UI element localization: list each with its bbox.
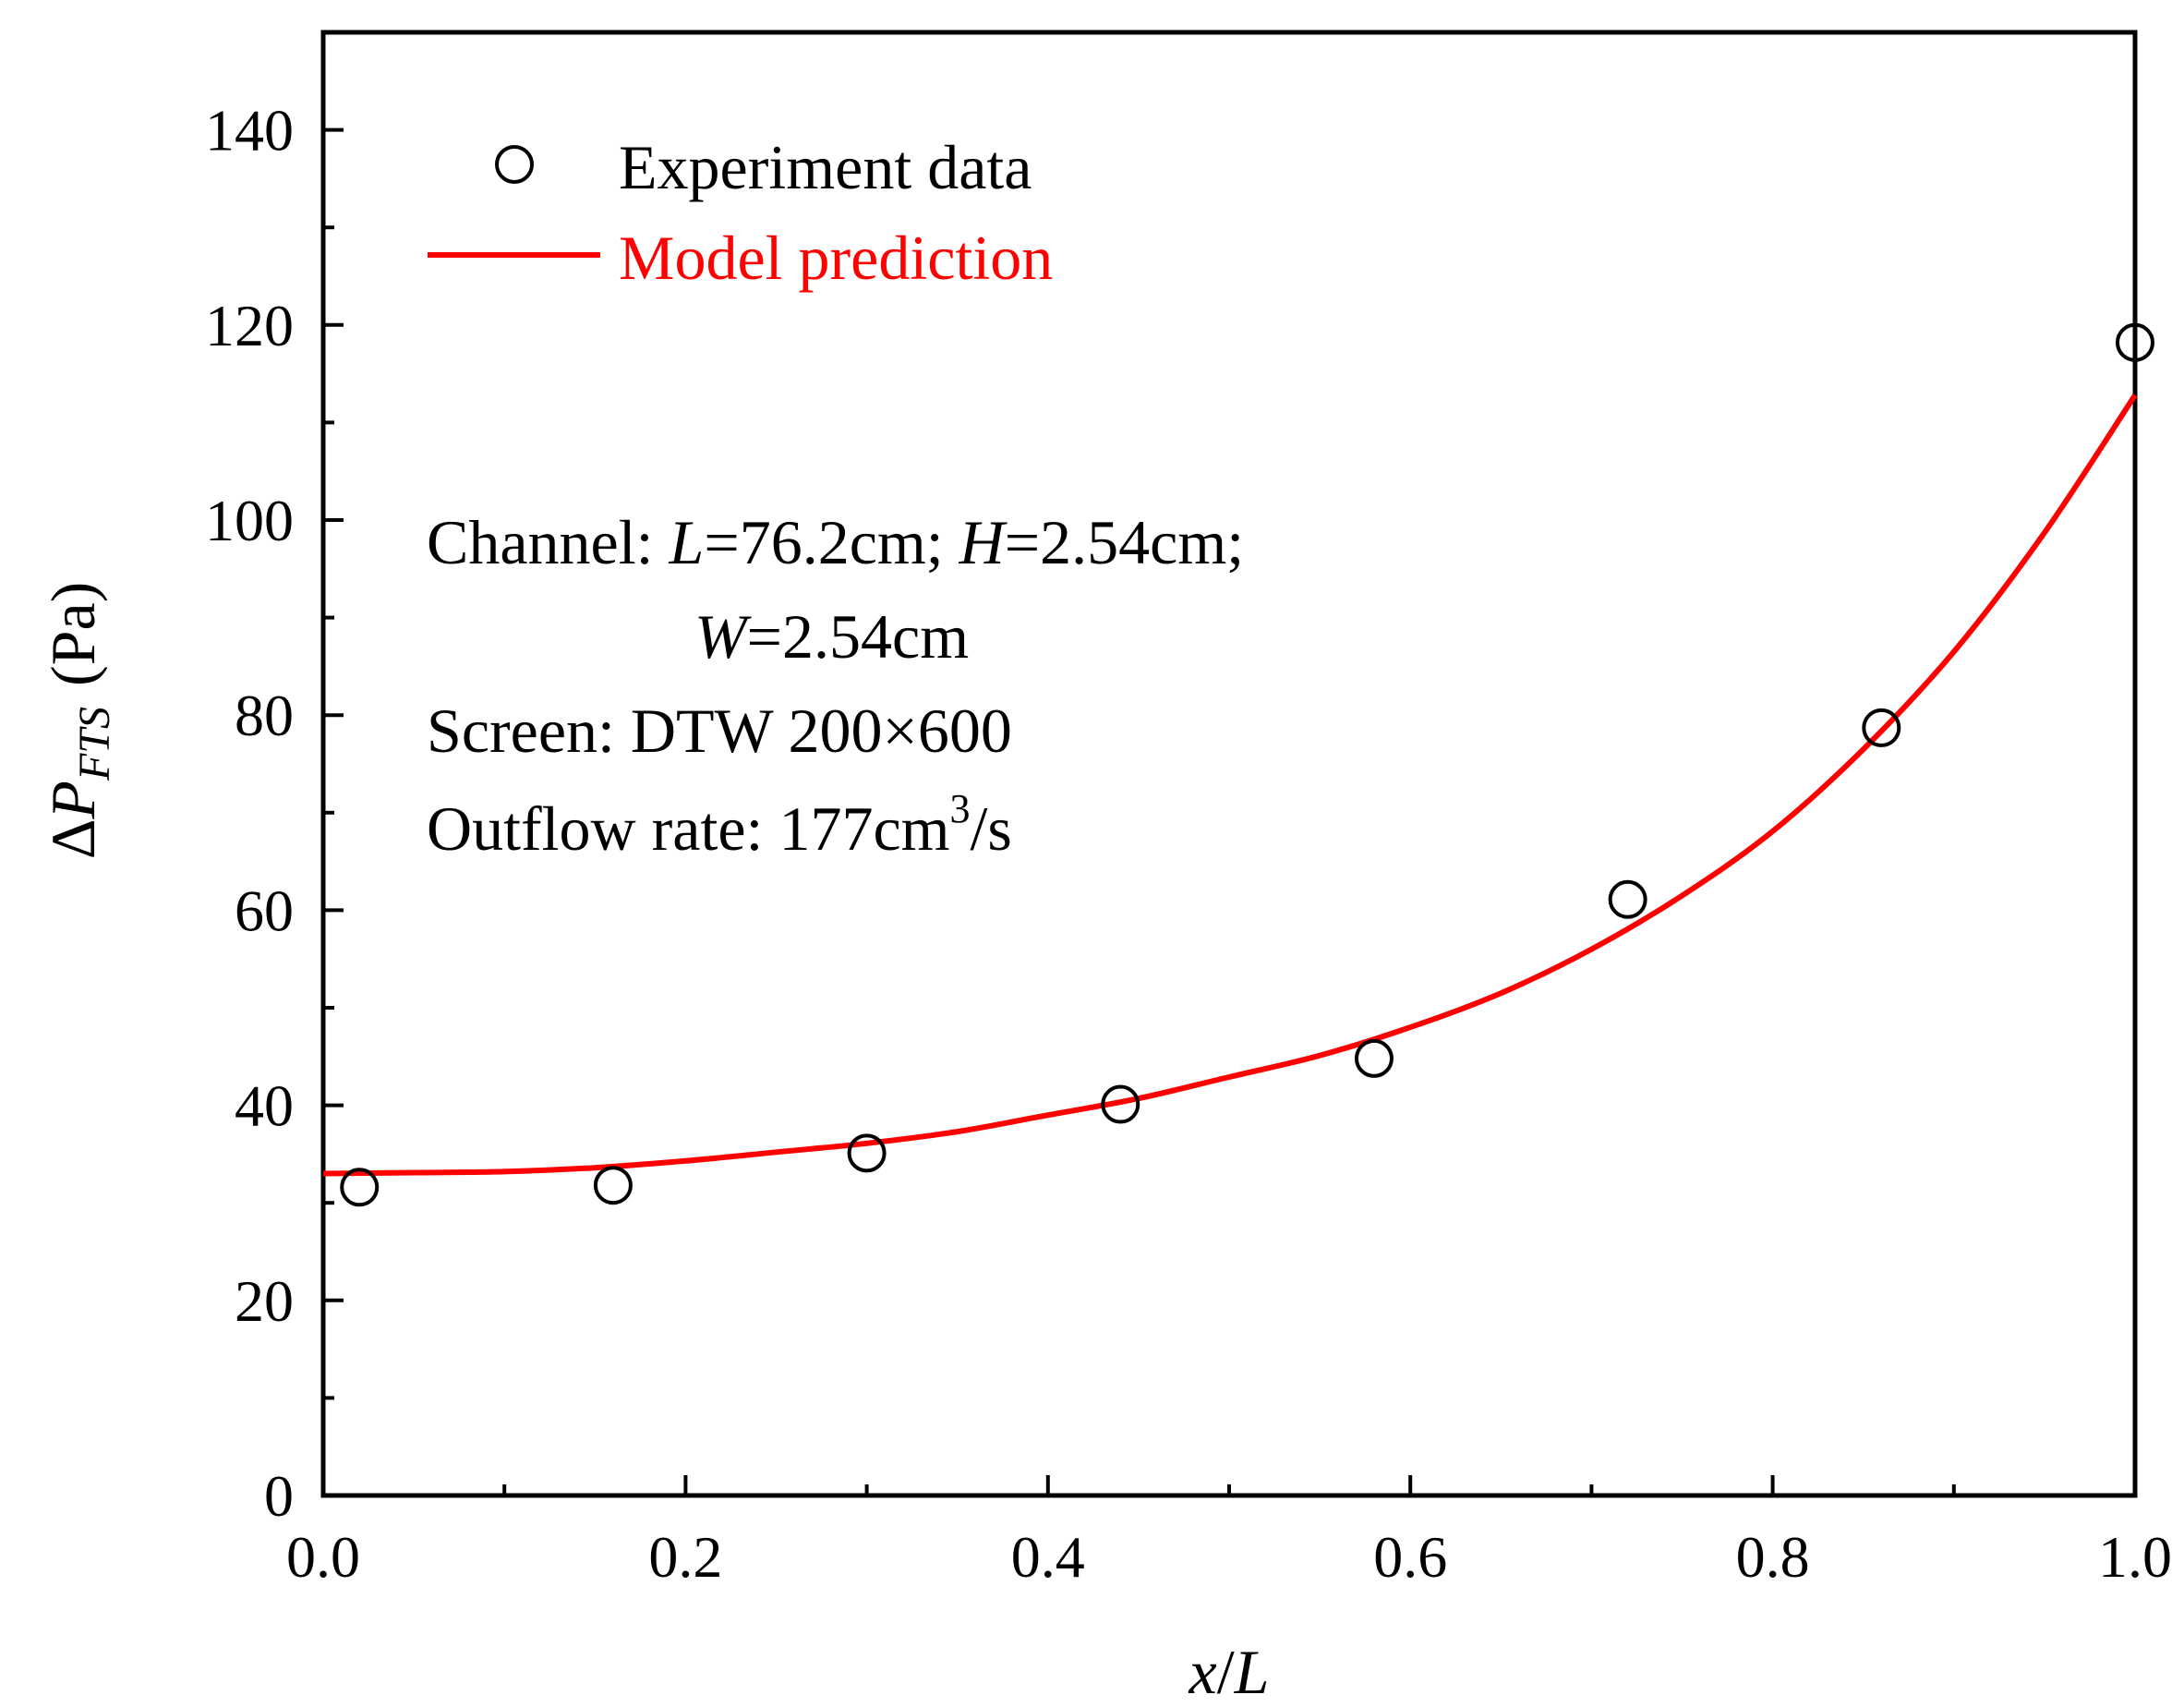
channel-prefix: Channel: xyxy=(427,507,670,577)
channel-L-val: =76.2cm; xyxy=(704,507,959,577)
y-axis-ticks xyxy=(323,127,344,1497)
experiment-data-point xyxy=(1354,1038,1394,1078)
legend-experiment-label: Experiment data xyxy=(619,132,1032,202)
y-tick-label: 140 xyxy=(205,98,294,163)
y-tick-label: 80 xyxy=(235,683,294,748)
experiment-data-series xyxy=(340,322,2154,1207)
x-axis-title-var: x xyxy=(1189,1637,1217,1707)
x-axis-tick-labels: 0.0 0.2 0.4 0.6 0.8 1.0 xyxy=(286,1524,2172,1590)
channel-W-val: =2.54cm xyxy=(747,601,969,672)
annotation-channel-width: W=2.54cm xyxy=(694,601,969,672)
x-axis-title: x/L xyxy=(1189,1637,1270,1707)
experiment-data-point xyxy=(593,1166,633,1205)
annotation-outflow: Outflow rate: 177cm3/s xyxy=(427,786,1012,864)
experiment-data-point xyxy=(847,1133,887,1173)
y-tick-label: 0 xyxy=(264,1463,294,1529)
x-axis-title-sep: / xyxy=(1217,1637,1235,1707)
y-tick-label: 60 xyxy=(235,878,294,943)
legend: Experiment data Model prediction xyxy=(428,132,1053,293)
channel-H-val: =2.54cm; xyxy=(1005,507,1244,577)
legend-model-label: Model prediction xyxy=(619,223,1053,293)
outflow-suffix: /s xyxy=(971,793,1012,864)
y-axis-title: ΔPFTS (Pa) xyxy=(38,582,119,860)
y-axis-title-symbol: P xyxy=(38,781,108,820)
experiment-data-point xyxy=(2116,322,2154,362)
annotation-channel: Channel: L=76.2cm; H=2.54cm; xyxy=(427,507,1244,577)
x-tick-label: 0.4 xyxy=(1011,1524,1085,1590)
x-tick-label: 0.0 xyxy=(286,1524,360,1590)
outflow-superscript: 3 xyxy=(950,786,971,831)
y-tick-label: 20 xyxy=(235,1268,294,1334)
x-tick-label: 0.8 xyxy=(1736,1524,1810,1590)
experiment-data-point xyxy=(1608,879,1647,919)
x-axis-title-den: L xyxy=(1234,1637,1270,1707)
experiment-data-point xyxy=(340,1168,380,1207)
y-axis-title-subscript: FTS xyxy=(70,707,119,781)
channel-L-var: L xyxy=(669,507,705,577)
x-axis-ticks xyxy=(321,1475,2137,1495)
model-prediction-series xyxy=(322,393,2138,1177)
experiment-data-point xyxy=(1862,708,1901,747)
y-tick-label: 120 xyxy=(205,293,294,358)
annotation-block: Channel: L=76.2cm; H=2.54cm; W=2.54cm Sc… xyxy=(427,507,1244,864)
outflow-text: Outflow rate: 177cm xyxy=(427,793,950,864)
model-prediction-line xyxy=(322,393,2138,1177)
x-tick-label: 0.2 xyxy=(648,1524,722,1590)
x-tick-label: 1.0 xyxy=(2098,1524,2172,1590)
y-axis-title-delta: Δ xyxy=(38,819,108,860)
experiment-data-point xyxy=(1101,1084,1140,1124)
y-axis-title-unit: (Pa) xyxy=(38,582,108,686)
annotation-screen: Screen: DTW 200×600 xyxy=(427,696,1012,766)
x-tick-label: 0.6 xyxy=(1373,1524,1447,1590)
legend-experiment-marker xyxy=(495,145,534,184)
y-tick-label: 40 xyxy=(235,1073,294,1139)
y-tick-label: 100 xyxy=(205,488,294,553)
y-axis-tick-labels: 0 20 40 60 80 100 120 140 xyxy=(205,98,294,1529)
channel-W-var: W xyxy=(694,601,752,672)
channel-H-var: H xyxy=(959,507,1008,577)
